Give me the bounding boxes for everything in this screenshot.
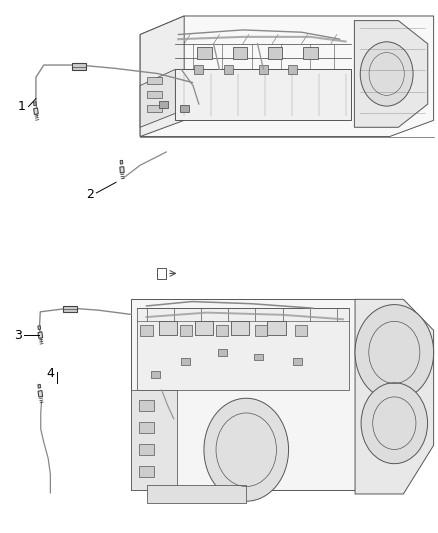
Polygon shape [38, 326, 41, 329]
Circle shape [360, 42, 413, 106]
Polygon shape [120, 167, 124, 173]
Bar [233, 47, 247, 59]
Bar [194, 64, 203, 74]
Text: 2: 2 [86, 188, 94, 201]
Bar [180, 325, 192, 336]
Bar [198, 47, 212, 59]
Bar [288, 64, 297, 74]
Bar [259, 64, 268, 74]
Bar [148, 105, 162, 112]
Bar [254, 353, 263, 360]
Bar [180, 105, 189, 112]
Bar [224, 64, 233, 74]
Circle shape [204, 398, 289, 501]
Polygon shape [140, 69, 175, 127]
Polygon shape [38, 384, 41, 388]
Polygon shape [33, 102, 36, 106]
Bar [141, 325, 152, 336]
Circle shape [361, 383, 427, 464]
Bar [218, 349, 226, 356]
Text: 4: 4 [46, 367, 54, 379]
Bar [267, 321, 286, 335]
Bar [295, 325, 307, 336]
Text: 1: 1 [18, 100, 26, 113]
Bar [139, 444, 154, 455]
Bar [148, 77, 162, 84]
Bar [293, 358, 302, 365]
Bar [216, 325, 228, 336]
Bar [303, 47, 318, 59]
Polygon shape [138, 308, 349, 390]
Bar [159, 101, 168, 108]
Polygon shape [131, 390, 177, 489]
Bar [139, 466, 154, 478]
Circle shape [355, 305, 434, 400]
Bar [231, 321, 249, 335]
Bar [159, 321, 177, 335]
Polygon shape [355, 300, 434, 494]
Bar [181, 358, 191, 365]
Bar [268, 47, 283, 59]
Bar [151, 371, 160, 378]
Bar [64, 306, 77, 312]
Bar [195, 321, 213, 335]
Bar [148, 91, 162, 98]
Text: 3: 3 [14, 329, 21, 342]
Polygon shape [131, 300, 358, 489]
Polygon shape [140, 16, 434, 136]
Polygon shape [146, 485, 246, 503]
Bar [71, 63, 86, 70]
Polygon shape [354, 21, 428, 127]
Polygon shape [175, 69, 351, 120]
Polygon shape [120, 160, 123, 164]
Bar [139, 422, 154, 433]
Polygon shape [140, 16, 184, 136]
Bar [157, 268, 166, 279]
Bar [255, 325, 267, 336]
Bar [139, 400, 154, 411]
Polygon shape [38, 391, 42, 397]
Polygon shape [38, 332, 42, 338]
Polygon shape [34, 108, 38, 115]
